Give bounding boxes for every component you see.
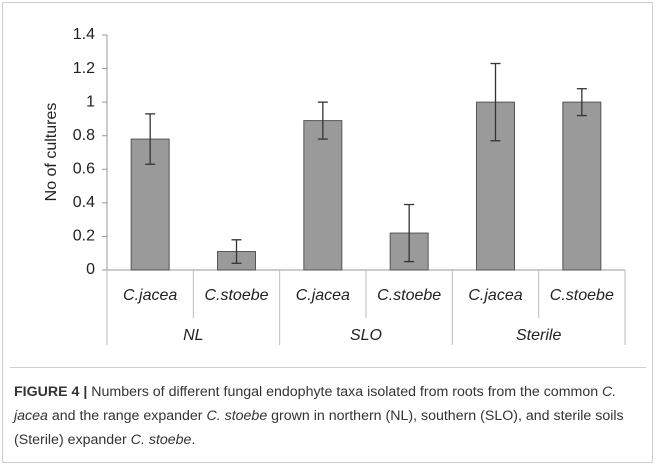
caption-species: C. stoebe (206, 408, 268, 424)
caption-text: Numbers of different fungal endophyte ta… (91, 384, 603, 400)
x-tick-label: C.jacea (123, 287, 177, 304)
frame (2, 2, 653, 463)
bar (303, 120, 343, 271)
y-tick-label: 0.2 (73, 228, 95, 245)
group-label: NL (183, 327, 203, 344)
caption-text: grown in northern (NL), southern (SLO), … (14, 408, 624, 448)
x-tick-label: C.jacea (468, 287, 522, 304)
x-tick-label: C.stoebe (550, 287, 614, 304)
x-tick-label: C.jacea (296, 287, 350, 304)
x-tick-label: C.stoebe (204, 287, 268, 304)
caption-species: C. stoebe (130, 432, 192, 448)
x-tick-label: C.stoebe (377, 287, 441, 304)
caption-divider (10, 367, 646, 368)
y-tick-label: 1 (86, 93, 95, 110)
y-tick-label: 0.4 (73, 194, 95, 211)
caption-species: C. jacea (14, 384, 617, 424)
y-tick-label: 0 (86, 261, 95, 278)
caption-text: and the range expander (47, 408, 207, 424)
caption-label: FIGURE 4 | (14, 384, 88, 400)
group-label: SLO (350, 327, 382, 344)
y-tick-label: 0.6 (73, 161, 95, 178)
chart: No of cultures 0 0.2 0.4 0.6 0.8 1 1.2 1.4 NL SLO… (43, 26, 626, 345)
bar (562, 101, 602, 271)
y-axis-label: No of cultures (43, 103, 60, 202)
y-tick-label: 0.8 (73, 127, 95, 144)
y-tick-label: 1.4 (73, 26, 95, 43)
group-label: Sterile (516, 327, 561, 344)
y-tick-label: 1.2 (73, 60, 95, 77)
caption: FIGURE 4 | Numbers of different fungal e… (14, 380, 644, 452)
caption-text: . (191, 432, 196, 448)
